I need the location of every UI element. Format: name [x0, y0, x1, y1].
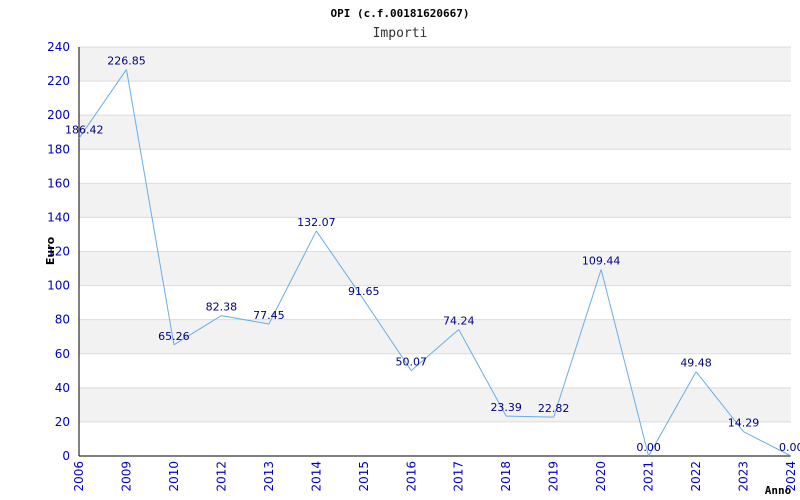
series-lines	[78, 69, 792, 457]
x-tick-label: 2021	[642, 461, 656, 492]
data-label: 186.42	[65, 123, 104, 136]
y-tick-label: 220	[47, 74, 70, 88]
series-line-segment	[78, 69, 127, 139]
x-tick-label: 2014	[309, 461, 323, 492]
series-line-segment	[553, 269, 602, 418]
data-label: 22.82	[538, 402, 570, 415]
series-line-segment	[743, 431, 792, 457]
x-tick-label: 2010	[167, 461, 181, 492]
data-label: 23.39	[490, 401, 522, 414]
x-tick-label: 2012	[214, 461, 228, 492]
series-line-segment	[173, 315, 222, 346]
y-tick-label: 60	[55, 347, 70, 361]
data-label: 132.07	[297, 216, 336, 229]
x-tick-label: 2015	[357, 461, 371, 492]
x-tick-label: 2009	[119, 461, 133, 492]
gridlines	[79, 46, 791, 423]
series-line-segment	[125, 69, 175, 345]
data-label: 0.00	[636, 441, 661, 454]
series-line-segment	[695, 371, 744, 432]
data-label: 74.24	[443, 314, 475, 327]
background-band	[79, 319, 791, 354]
background-band	[79, 115, 791, 150]
series-line-segment	[506, 415, 554, 418]
background-band	[79, 183, 791, 218]
x-tick-label: 2006	[72, 461, 86, 492]
background-band	[79, 353, 791, 388]
x-tick-label: 2024	[784, 461, 798, 492]
series-line-segment	[268, 230, 317, 325]
data-label: 65.26	[158, 330, 190, 343]
x-tick-label: 2020	[594, 461, 608, 492]
series-line-segment	[458, 329, 507, 417]
series-line-segment	[600, 269, 650, 457]
y-axis-title: Euro	[44, 236, 57, 265]
series-line-segment	[410, 329, 460, 372]
background-band	[79, 149, 791, 184]
y-tick-label: 40	[55, 381, 70, 395]
x-axis-title: Anno	[765, 484, 792, 497]
data-label: 91.65	[348, 285, 380, 298]
x-tick-labels: 2006 2009 2010 2012 2013 2014 2015 2016 2017 2018…	[72, 461, 798, 492]
background-band	[79, 47, 791, 82]
data-label: 109.44	[582, 254, 621, 267]
data-label: 82.38	[206, 301, 238, 314]
y-tick-label: 100	[47, 279, 70, 293]
x-tick-label: 2022	[689, 461, 703, 492]
background-band	[79, 387, 791, 422]
data-label: 0.00	[779, 441, 800, 454]
series-line-segment	[221, 315, 269, 325]
x-tick-label: 2013	[262, 461, 276, 492]
data-label: 49.48	[680, 357, 712, 370]
y-tick-label: 200	[47, 108, 70, 122]
x-tick-label: 2018	[499, 461, 513, 492]
y-tick-labels: 0 20 40 60 80 100 120 140 160 180 200 220 240	[47, 40, 70, 463]
data-labels: 186.42 226.85 65.26 82.38 77.45 132.07 91.65 50…	[65, 54, 800, 454]
x-tick-label: 2023	[737, 461, 751, 492]
series-line-segment	[363, 299, 412, 371]
data-label: 50.07	[396, 356, 428, 369]
background-bands	[79, 47, 791, 456]
background-band	[79, 81, 791, 116]
y-tick-label: 240	[47, 40, 70, 54]
y-tick-label: 160	[47, 176, 70, 190]
x-tick-label: 2019	[547, 461, 561, 492]
background-band	[79, 217, 791, 252]
data-label: 14.29	[728, 417, 760, 430]
x-tick-label: 2017	[452, 461, 466, 492]
y-tick-label: 120	[47, 245, 70, 259]
background-band	[79, 421, 791, 456]
y-tick-label: 180	[47, 142, 70, 156]
background-band	[79, 285, 791, 320]
chart-title: OPI (c.f.00181620667)	[330, 7, 469, 20]
y-tick-label: 80	[55, 313, 70, 327]
background-band	[79, 251, 791, 286]
y-tick-label: 140	[47, 210, 70, 224]
series-line-segment	[315, 230, 365, 301]
data-label: 77.45	[253, 309, 285, 322]
chart-subtitle: Importi	[373, 26, 428, 41]
series-line-segment	[648, 371, 697, 457]
y-tick-label: 0	[62, 449, 70, 463]
x-tick-label: 2016	[404, 461, 418, 492]
data-label: 226.85	[107, 54, 146, 67]
y-tick-label: 20	[55, 415, 70, 429]
